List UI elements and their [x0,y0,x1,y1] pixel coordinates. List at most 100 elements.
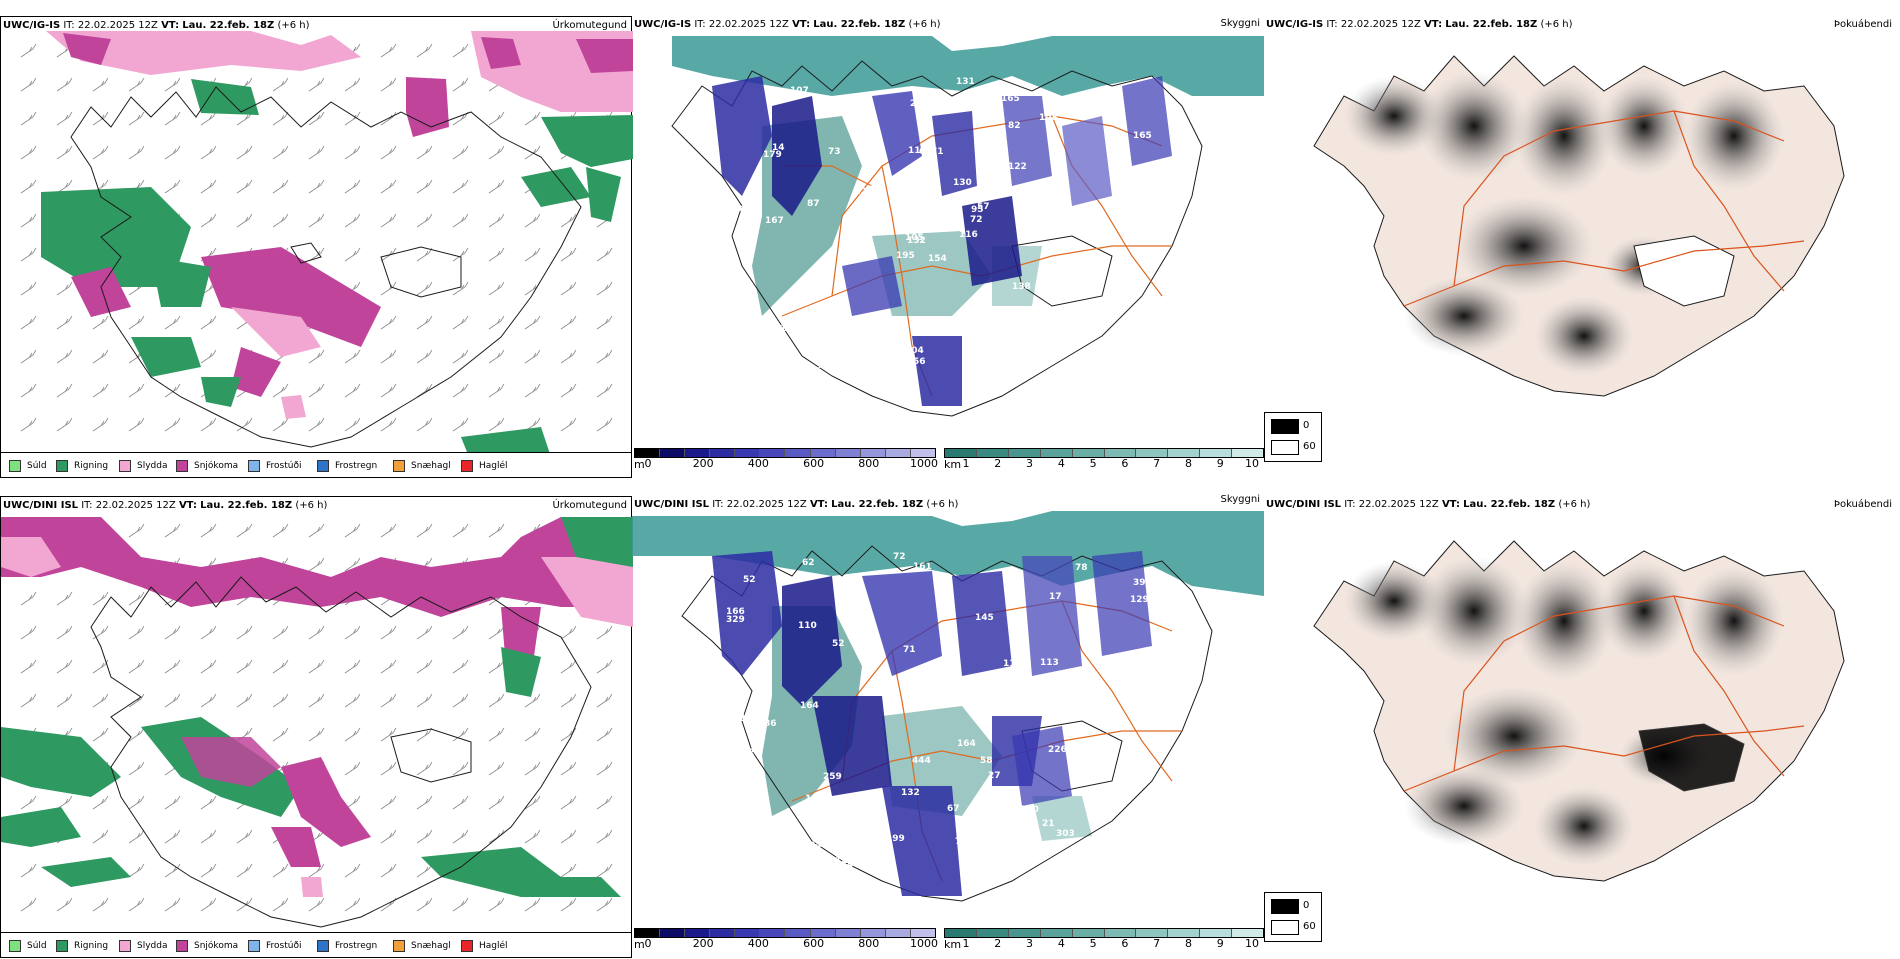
wind-barb [452,213,469,228]
wind-barb [92,693,109,708]
cloudbase-value-label: 32 [1014,312,1027,322]
wind-barb [20,383,37,398]
cloudbase-value-label: 179 [763,150,782,160]
legend-swatch [1271,440,1299,455]
legend-item: Haglél [461,460,508,472]
wind-barb [344,795,361,810]
wind-barb [560,315,577,330]
cloudbase-value-label: 131 [956,77,975,87]
wind-barb [128,111,145,126]
cloudbase-value-label: 100 [974,695,993,705]
wind-barb [344,349,361,364]
wind-barb [488,523,505,538]
wind-barb [92,727,109,742]
legend-label: 0 [1303,420,1310,431]
cloudbase-value-label: 57 [853,842,866,852]
cloudbase-value-label: 165 [1001,94,1020,104]
legend-item: Snæhagl [393,940,451,952]
wind-barb [164,315,181,330]
wind-barb [560,897,577,912]
colorbar-tick-label: 6 [1121,937,1129,950]
cloudbase-panel-top: UWC/IG-IS IT: 22.02.2025 12Z VT: Lau. 22… [632,16,1264,478]
wind-barb [128,863,145,878]
wind-barb [20,349,37,364]
wind-barb [164,897,181,912]
wind-barb [596,795,613,810]
legend-item: Rigning [56,940,108,952]
wind-barb [56,659,73,674]
visibility-colorbar: km 1 2 3 4 5 6 7 8 9 10 [944,928,1264,956]
precip-areas [1,517,633,897]
wind-barb [416,727,433,742]
wind-barb [200,111,217,126]
wind-barb [200,659,217,674]
wind-barb [92,111,109,126]
cloudbase-value-label: 195 [896,251,915,261]
wind-barb [236,829,253,844]
wind-barb [20,897,37,912]
wind-barb [344,383,361,398]
cloudbase-value-label: 84 [809,841,822,851]
wind-barb [164,417,181,432]
wind-barb [380,417,397,432]
wind-barb [560,795,577,810]
wind-barb [416,863,433,878]
wind-barb [200,349,217,364]
cloudbase-value-label: 125 [831,322,850,332]
cloudbase-value-label: 144 [715,819,734,829]
wind-barb [416,795,433,810]
cloudbase-value-label: 70 [787,394,800,404]
wind-barb [308,383,325,398]
wind-barb [416,281,433,296]
colorbar-tick-label: 800 [858,457,880,470]
wind-barb [380,213,397,228]
wind-barb [92,897,109,912]
cloudbase-value-label: 273 [963,832,982,842]
wind-barb [344,625,361,640]
wind-barb [524,349,541,364]
cloudbase-value-label: 39 [1133,578,1146,588]
wind-barb [56,281,73,296]
wind-barb [380,863,397,878]
cloudbase-value-label: 126 [1125,389,1144,399]
wind-barb [596,315,613,330]
cloudbase-value-label: 164 [957,739,976,749]
cloudbase-value-label: 161 [913,562,932,572]
wind-barb [20,625,37,640]
colorbar-tick-label: 1000 [910,457,938,470]
legend-item: Snjókoma [176,940,238,952]
wind-barb [560,659,577,674]
wind-barb [236,659,253,674]
cloudbase-value-label: 62 [802,558,815,568]
panel-title-fog: Þokuábendi [1833,19,1892,30]
wind-barb [560,281,577,296]
legend-label: 0 [1303,900,1310,911]
wind-barb [488,795,505,810]
wind-barb [200,315,217,330]
cloudbase-value-label: 130 [953,178,972,188]
wind-barb [452,761,469,776]
precip-legend: Súld Rigning Slydda Snjókoma Frostúði Fr… [1,452,631,477]
wind-barb [416,383,433,398]
colorbar-tick-label: 600 [803,457,825,470]
cloudbase-value-label: 152 [1095,873,1114,883]
wind-barb [56,591,73,606]
cloudbase-value-label: 24 [751,396,764,406]
wind-barb [524,727,541,742]
wind-barb [380,315,397,330]
wind-barb [56,315,73,330]
colorbar-tick-label: 3 [1026,937,1034,950]
wind-barb [380,897,397,912]
wind-barb [200,179,217,194]
wind-barb [20,417,37,432]
wind-barb [344,77,361,92]
wind-barb [200,693,217,708]
cloudbase-value-label: 166 [726,607,745,617]
wind-barb [596,727,613,742]
wind-barb [488,761,505,776]
wind-barb [200,145,217,160]
colorbar-tick-label: 400 [747,937,769,950]
cloudbase-value-label: 145 [975,613,994,623]
wind-barb [488,727,505,742]
precip-map [1,517,633,928]
